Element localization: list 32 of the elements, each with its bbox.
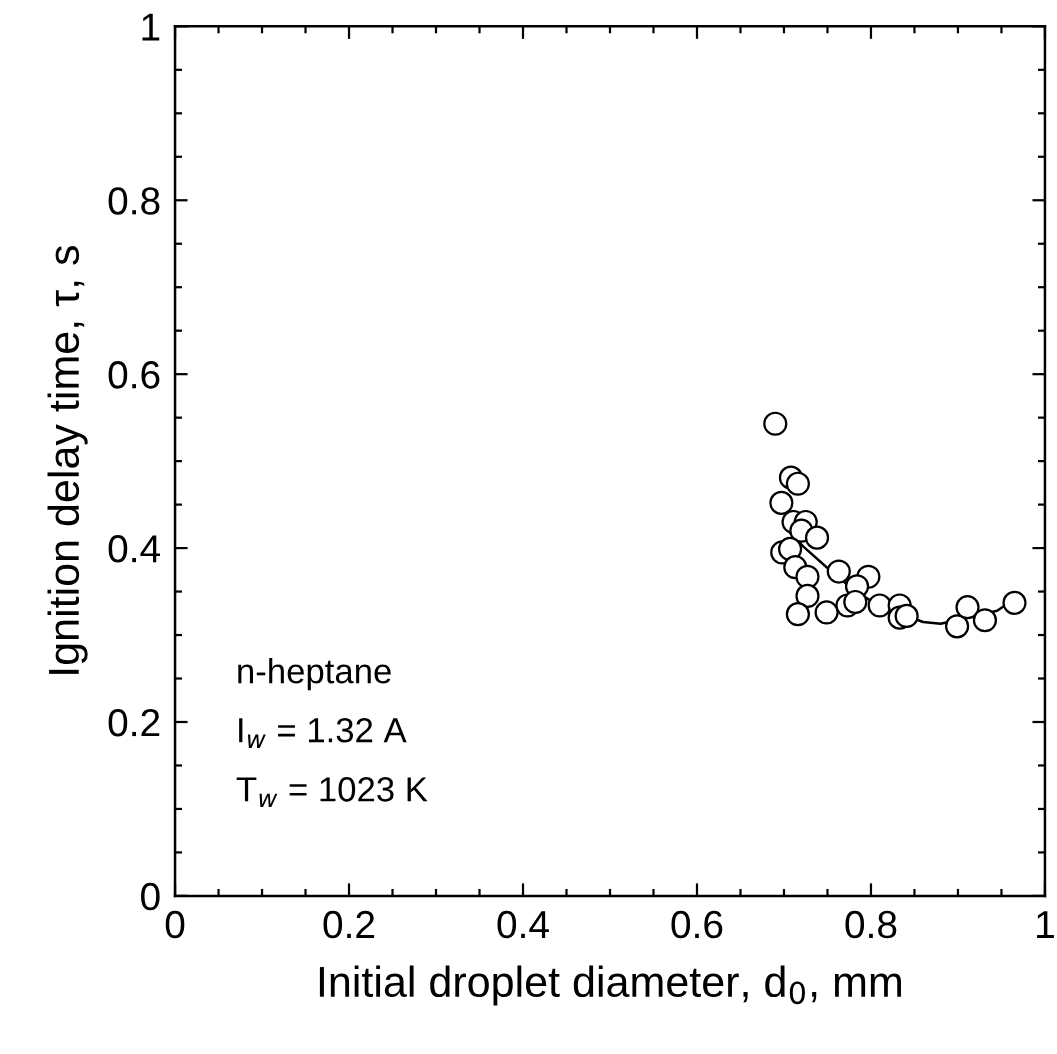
point bbox=[972, 608, 998, 633]
point bbox=[795, 583, 820, 608]
x-tick-label: 0.8 bbox=[845, 910, 897, 939]
annotation: n-heptane bbox=[238, 657, 391, 691]
x-tick-label: 1 bbox=[1037, 911, 1054, 938]
x-tick-label: 0.2 bbox=[323, 910, 375, 939]
annotation: I$_{w}$ = 1.32 A bbox=[239, 717, 407, 748]
point bbox=[955, 595, 980, 620]
y-tick-label: 0.6 bbox=[108, 361, 160, 389]
point bbox=[826, 559, 851, 584]
y-tick-label: 0.4 bbox=[108, 535, 161, 563]
point bbox=[1002, 590, 1027, 615]
point bbox=[894, 603, 919, 628]
point bbox=[804, 525, 830, 550]
y-tick-label: 0 bbox=[141, 882, 160, 911]
point bbox=[867, 593, 892, 618]
point bbox=[769, 490, 794, 515]
y-tick-label: 0.2 bbox=[108, 708, 160, 737]
point bbox=[785, 471, 810, 496]
y-tick-label: 0.8 bbox=[108, 187, 160, 215]
x-tick-label: 0.6 bbox=[671, 910, 723, 939]
annotation: T$_{w}$ = 1023 K bbox=[236, 777, 428, 808]
x-axis-title: Initial droplet diameter, d$_{0}$, mm bbox=[319, 965, 901, 1006]
x-tick-label: 0 bbox=[165, 910, 185, 939]
y-axis-title: Ignition delay time, τ, s bbox=[47, 245, 88, 674]
point bbox=[945, 614, 970, 639]
point bbox=[843, 589, 868, 615]
y-tick-label: 1 bbox=[142, 13, 160, 41]
point bbox=[814, 600, 839, 625]
x-tick-label: 0.4 bbox=[497, 910, 549, 939]
point bbox=[785, 602, 810, 627]
point bbox=[763, 411, 788, 436]
